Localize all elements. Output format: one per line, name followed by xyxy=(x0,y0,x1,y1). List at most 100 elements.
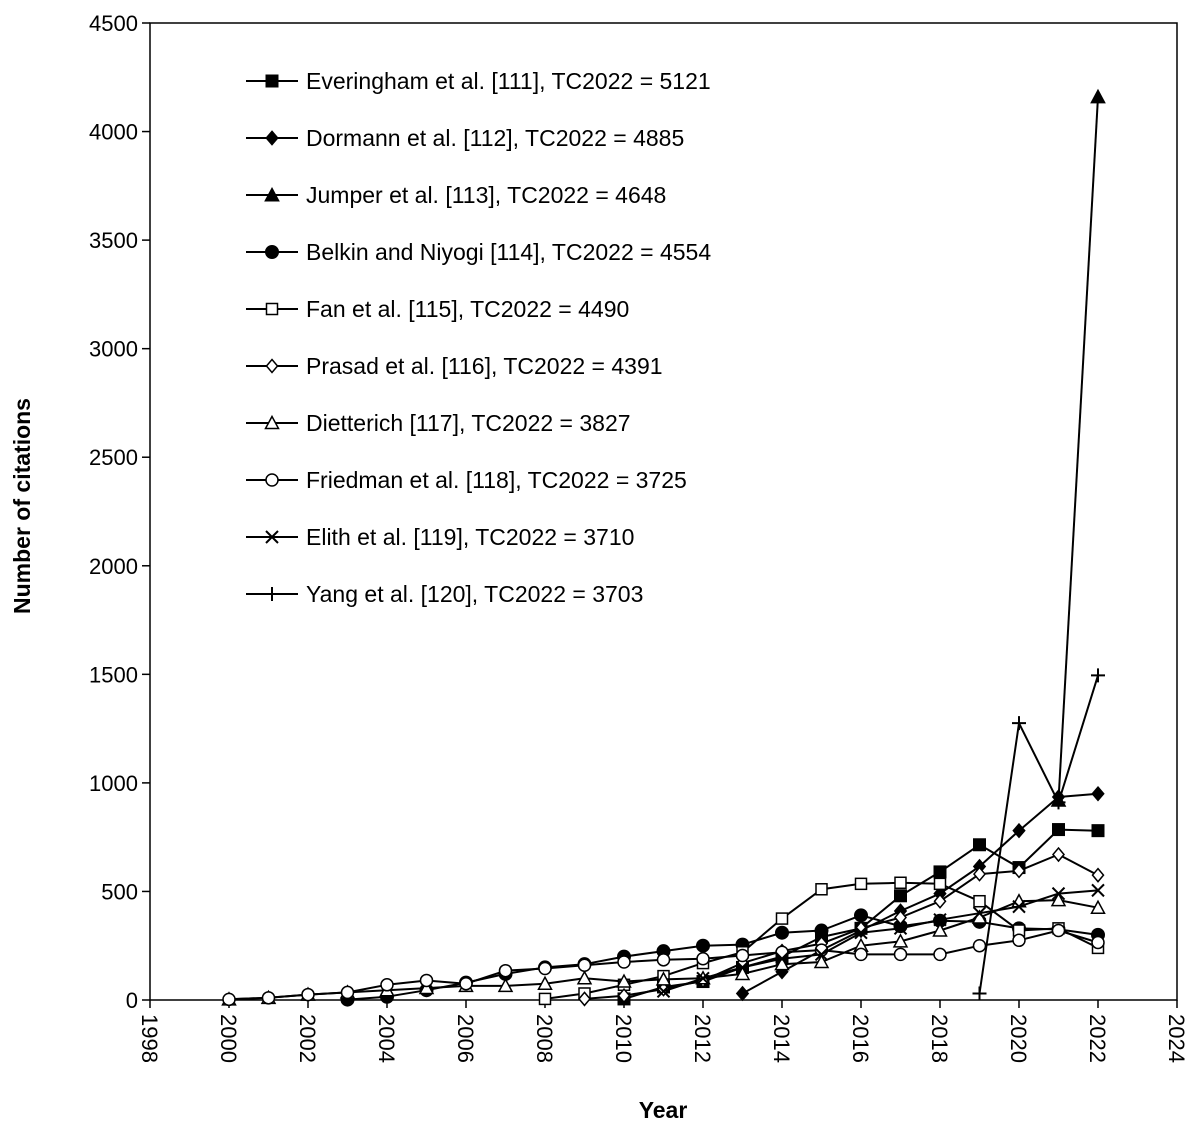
x-tick-label: 2004 xyxy=(374,1014,399,1063)
series-7 xyxy=(222,923,1105,1007)
data-point xyxy=(735,948,750,963)
data-point xyxy=(696,951,710,966)
data-point xyxy=(1091,785,1105,802)
data-point xyxy=(854,908,868,923)
data-point xyxy=(340,985,355,1000)
legend-label: Dormann et al. [112], TC2022 = 4885 xyxy=(306,125,684,151)
series-8 xyxy=(656,883,1105,999)
data-point xyxy=(1012,716,1026,731)
x-tick-label: 2018 xyxy=(927,1014,952,1063)
legend-marker xyxy=(264,414,280,430)
legend-entry: Yang et al. [120], TC2022 = 3703 xyxy=(246,581,643,607)
legend-label: Belkin and Niyogi [114], TC2022 = 4554 xyxy=(306,239,711,265)
x-tick-label: 1998 xyxy=(137,1014,162,1063)
data-point xyxy=(734,965,751,981)
data-point xyxy=(1012,822,1026,839)
x-tick-label: 2022 xyxy=(1085,1014,1110,1063)
data-point xyxy=(1091,883,1105,898)
data-point xyxy=(418,979,435,995)
data-point xyxy=(617,955,631,969)
legend-marker xyxy=(265,587,279,601)
data-point xyxy=(932,922,948,937)
data-point xyxy=(459,976,473,991)
legend-marker xyxy=(264,186,280,202)
data-point xyxy=(933,893,947,909)
data-point xyxy=(774,956,790,971)
x-tick-label: 2006 xyxy=(453,1014,478,1063)
data-point xyxy=(933,877,947,891)
y-tick-label: 3500 xyxy=(89,228,138,253)
data-point xyxy=(1052,823,1065,837)
x-tick-label: 2010 xyxy=(611,1014,636,1063)
data-point xyxy=(735,985,750,1002)
legend-label: Everingham et al. [111], TC2022 = 5121 xyxy=(306,68,711,94)
legend-entry: Dormann et al. [112], TC2022 = 4885 xyxy=(246,125,684,151)
legend-entry: Prasad et al. [116], TC2022 = 4391 xyxy=(246,353,663,379)
legend-entry: Belkin and Niyogi [114], TC2022 = 4554 xyxy=(246,239,711,265)
data-point xyxy=(814,923,829,938)
data-point xyxy=(973,866,986,882)
x-tick-label: 2014 xyxy=(769,1014,794,1063)
data-point xyxy=(617,987,631,1004)
x-tick-label: 2008 xyxy=(532,1014,557,1063)
data-point xyxy=(972,938,987,953)
x-tick-label: 2012 xyxy=(690,1014,715,1063)
data-point xyxy=(775,925,789,940)
data-point xyxy=(1090,88,1106,104)
data-point xyxy=(616,973,632,988)
data-point xyxy=(1051,795,1066,810)
legend-marker xyxy=(265,358,279,374)
data-point xyxy=(696,938,710,953)
data-point xyxy=(656,953,671,967)
legend-entry: Fan et al. [115], TC2022 = 4490 xyxy=(246,296,629,322)
data-point xyxy=(894,889,907,903)
x-tick-label: 2000 xyxy=(216,1014,241,1063)
data-point xyxy=(933,865,947,879)
data-point xyxy=(814,947,829,962)
y-tick-label: 2000 xyxy=(89,554,138,579)
data-point xyxy=(301,987,315,1002)
x-tick-label: 2016 xyxy=(848,1014,873,1063)
data-point xyxy=(537,975,553,990)
data-point xyxy=(972,906,987,920)
data-point xyxy=(933,912,947,927)
series-line xyxy=(1057,96,1099,801)
data-point xyxy=(894,909,907,926)
y-tick-label: 4000 xyxy=(89,120,138,145)
legend-entry: Friedman et al. [118], TC2022 = 3725 xyxy=(246,467,687,493)
legend-entry: Everingham et al. [111], TC2022 = 5121 xyxy=(246,68,711,94)
series-9 xyxy=(972,668,1105,1001)
legend-marker xyxy=(265,473,279,487)
data-point xyxy=(1051,923,1066,938)
y-tick-label: 0 xyxy=(126,988,138,1013)
y-axis-title: Number of citations xyxy=(9,398,35,614)
data-point xyxy=(1052,846,1065,863)
data-point xyxy=(538,992,552,1006)
series-line xyxy=(584,853,1099,1000)
series-layer xyxy=(221,88,1106,1007)
series-line xyxy=(742,792,1099,995)
data-point xyxy=(538,961,552,976)
data-point xyxy=(854,877,868,891)
data-point xyxy=(894,876,907,890)
data-point xyxy=(893,947,908,962)
legend-label: Fan et al. [115], TC2022 = 4490 xyxy=(306,296,629,322)
legend-label: Jumper et al. [113], TC2022 = 4648 xyxy=(306,182,666,208)
data-point xyxy=(1091,867,1105,883)
data-point xyxy=(1091,935,1105,950)
data-point xyxy=(222,992,236,1007)
legend-entry: Dietterich [117], TC2022 = 3827 xyxy=(246,410,631,436)
data-point xyxy=(498,963,513,978)
legend-label: Elith et al. [119], TC2022 = 3710 xyxy=(306,524,634,550)
data-point xyxy=(576,970,593,985)
data-point xyxy=(656,984,671,999)
y-tick-label: 500 xyxy=(101,879,138,904)
y-tick-label: 4500 xyxy=(89,11,138,36)
data-point xyxy=(775,952,789,966)
data-point xyxy=(972,986,987,1001)
data-point xyxy=(893,921,908,936)
data-point xyxy=(1012,933,1026,948)
legend-marker xyxy=(265,130,279,146)
data-point xyxy=(1091,824,1105,838)
data-point xyxy=(854,947,868,962)
